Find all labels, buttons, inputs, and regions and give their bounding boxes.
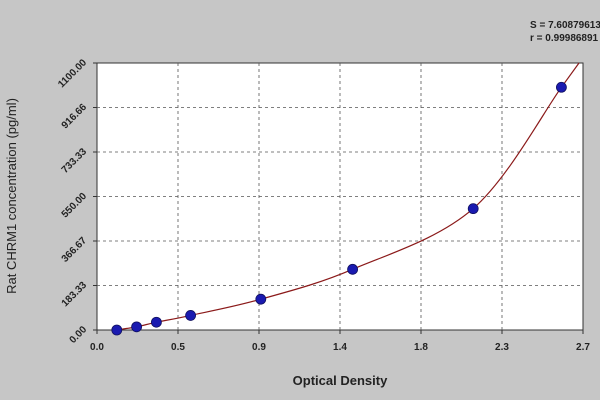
data-point [131,321,143,333]
x-axis-label: Optical Density [293,373,388,388]
x-tick-label: 1.8 [414,342,428,353]
fit-curve [116,62,580,331]
x-tick-label: 2.7 [576,342,590,353]
x-tick-label: 0.5 [171,342,185,353]
stat-r: r = 0.99986891 [530,33,599,44]
data-point [111,324,123,336]
y-tick-label: 183.33 [60,280,90,310]
data-point [150,316,162,328]
x-tick-label: 2.3 [495,342,509,353]
data-point [556,81,567,93]
y-axis-label: Rat CHRM1 concentration (pg/ml) [4,98,19,294]
data-point [185,310,197,321]
data-point [467,203,479,215]
x-tick-label: 0.9 [252,342,266,353]
data-point [347,263,359,275]
data-point [255,293,267,305]
grid-lines [97,63,583,330]
x-tick-label: 0.0 [90,342,104,353]
stat-s: S = 7.60879613 [530,20,600,31]
y-tick-label: 366.67 [60,235,90,265]
y-tick-label: 1100.00 [56,57,89,90]
y-tick-label: 0.00 [68,324,90,346]
x-axis-ticks: 0.0 0.5 0.9 1.4 1.8 2.3 2.7 [90,330,590,353]
y-axis-ticks: 0.00 183.33 366.67 550.00 733.33 916.66 1100.0… [56,57,97,346]
y-tick-label: 550.00 [60,191,90,221]
data-points [111,81,567,336]
y-tick-label: 916.66 [60,102,90,132]
y-tick-label: 733.33 [60,146,90,176]
x-tick-label: 1.4 [333,342,347,353]
